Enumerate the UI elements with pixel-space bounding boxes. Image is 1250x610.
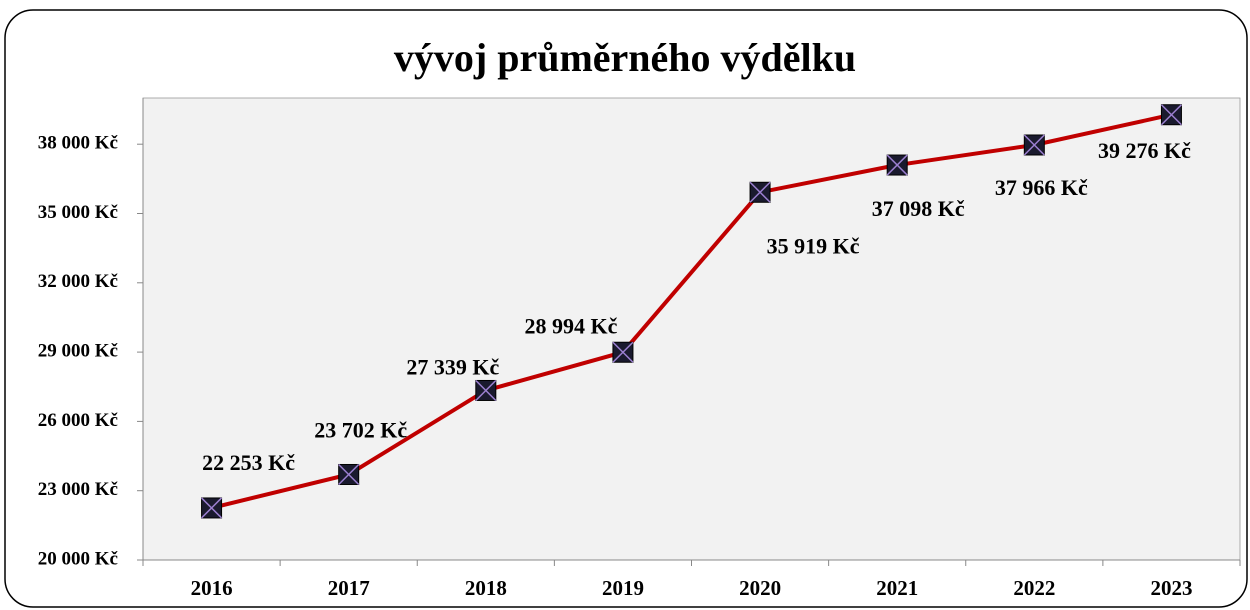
x-tick-label: 2023	[1150, 576, 1192, 600]
y-tick-label: 38 000 Kč	[38, 133, 118, 154]
marker-cross	[475, 379, 497, 401]
data-label: 37 966 Kč	[995, 175, 1088, 200]
x-tick-label: 2018	[465, 576, 507, 600]
y-tick-label: 32 000 Kč	[38, 271, 118, 292]
data-label: 35 919 Kč	[767, 233, 860, 258]
data-label: 23 702 Kč	[314, 418, 407, 443]
data-label: 37 098 Kč	[872, 196, 965, 221]
x-tick-label: 2016	[191, 576, 233, 600]
y-tick-label: 29 000 Kč	[38, 340, 118, 361]
marker-cross	[1160, 104, 1182, 126]
y-tick-label: 35 000 Kč	[38, 202, 118, 223]
data-label: 27 339 Kč	[406, 355, 499, 380]
y-tick-label: 23 000 Kč	[38, 479, 118, 500]
series-line	[211, 112, 1172, 510]
x-tick-label: 2021	[876, 576, 918, 600]
x-tick-label: 2020	[739, 576, 781, 600]
marker-cross	[338, 463, 360, 486]
data-label: 22 253 Kč	[202, 450, 295, 475]
x-tick-label: 2019	[602, 576, 644, 600]
data-label: 39 276 Kč	[1098, 138, 1191, 163]
chart-title: vývoj průměrného výdělku	[394, 35, 856, 80]
marker-cross	[1023, 134, 1045, 156]
marker-cross	[886, 154, 908, 176]
marker-cross	[749, 181, 771, 203]
x-tick-label: 2017	[328, 576, 370, 600]
plot-area	[142, 97, 1241, 561]
x-tick-label: 2022	[1013, 576, 1055, 600]
y-tick-label: 26 000 Kč	[38, 410, 118, 431]
marker-cross	[612, 341, 634, 363]
data-label: 28 994 Kč	[524, 313, 617, 338]
y-tick-label: 20 000 Kč	[38, 548, 118, 569]
marker-cross	[201, 497, 223, 519]
